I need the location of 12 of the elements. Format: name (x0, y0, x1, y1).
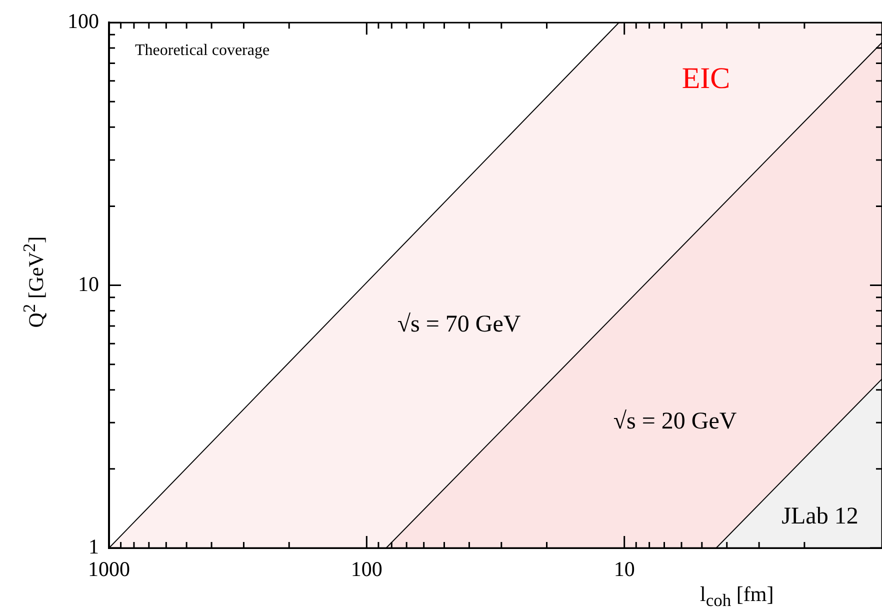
y-tick-label: 10 (78, 272, 99, 296)
x-tick-label: 1000 (88, 557, 130, 582)
series-label: √s = 70 GeV (397, 311, 522, 338)
x-axis-title: l$_{coh}$ [fm] (700, 582, 774, 612)
y-tick-label: 1 (88, 534, 99, 559)
annotation: EIC (682, 62, 730, 95)
y-tick-label: 100 (68, 9, 99, 34)
x-tick-label: 10 (614, 557, 635, 582)
x-tick-label: 100 (350, 557, 382, 582)
series-label: √s = 20 GeV (613, 408, 738, 434)
annotation: Theoretical coverage (135, 42, 270, 59)
series-label: JLab 12 (782, 503, 858, 530)
